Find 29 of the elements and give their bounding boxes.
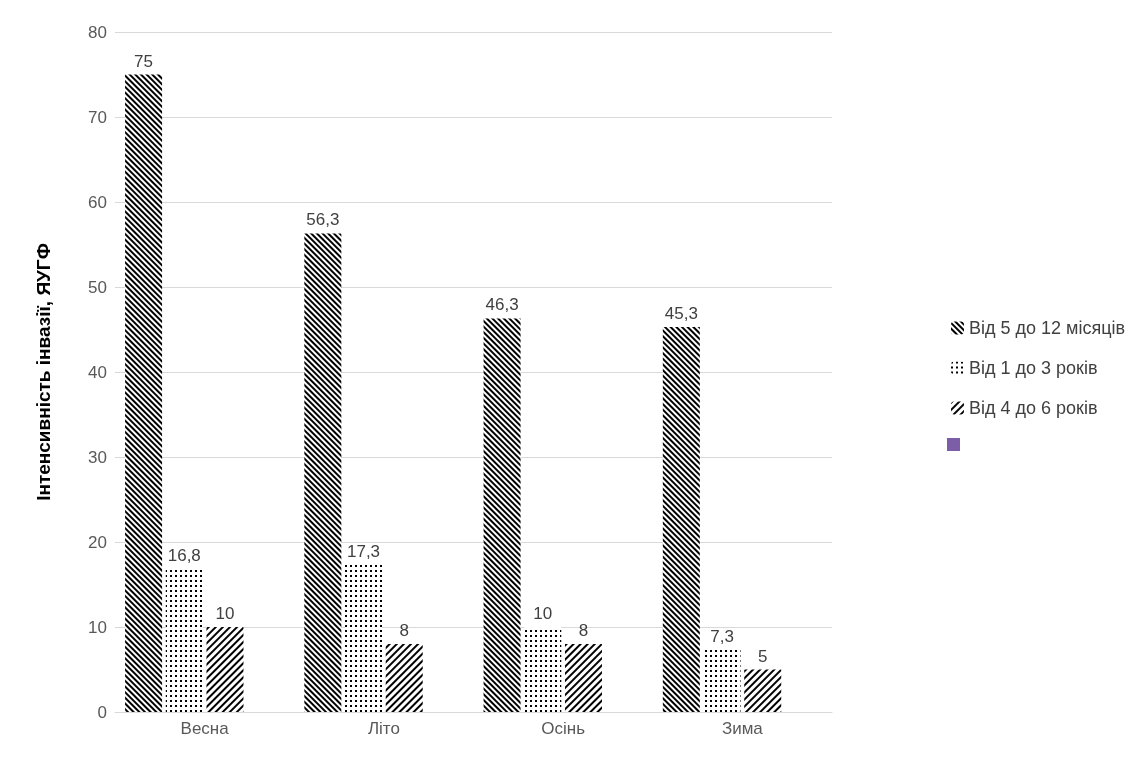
legend-label: Від 1 до 3 років [969, 358, 1098, 378]
data-label: 8 [578, 621, 589, 640]
y-tick-label: 50 [88, 277, 107, 297]
y-tick-label: 80 [88, 22, 107, 42]
data-label: 16,8 [167, 546, 201, 566]
x-tick-label: Літо [367, 719, 400, 738]
y-tick-label: 30 [88, 447, 107, 467]
y-axis-title: Інтенсивність інвазії, ЯУГФ [33, 243, 54, 501]
data-label: 8 [399, 621, 409, 640]
y-tick-label: 70 [88, 107, 107, 127]
x-tick-label: Осінь [541, 719, 586, 738]
data-label: 17,3 [346, 541, 381, 561]
data-label: 45,3 [664, 303, 698, 323]
data-label: 10 [215, 604, 235, 623]
legend-label: Від 4 до 6 років [969, 398, 1098, 418]
x-tick-label: Зима [721, 719, 764, 738]
y-tick-label: 20 [88, 532, 107, 552]
data-label: 56,3 [306, 210, 340, 230]
legend-label: Від 5 до 12 місяців [969, 318, 1126, 338]
data-label: 7,3 [710, 626, 734, 646]
y-tick-label: 10 [88, 617, 107, 637]
y-tick-label: 40 [88, 362, 107, 382]
data-label: 46,3 [485, 295, 519, 315]
y-tick-label: 60 [88, 192, 107, 212]
data-label: 75 [134, 51, 154, 71]
data-label: 10 [533, 604, 553, 623]
y-tick-label: 0 [97, 702, 107, 722]
data-label: 5 [757, 646, 768, 666]
x-tick-label: Весна [180, 719, 230, 738]
